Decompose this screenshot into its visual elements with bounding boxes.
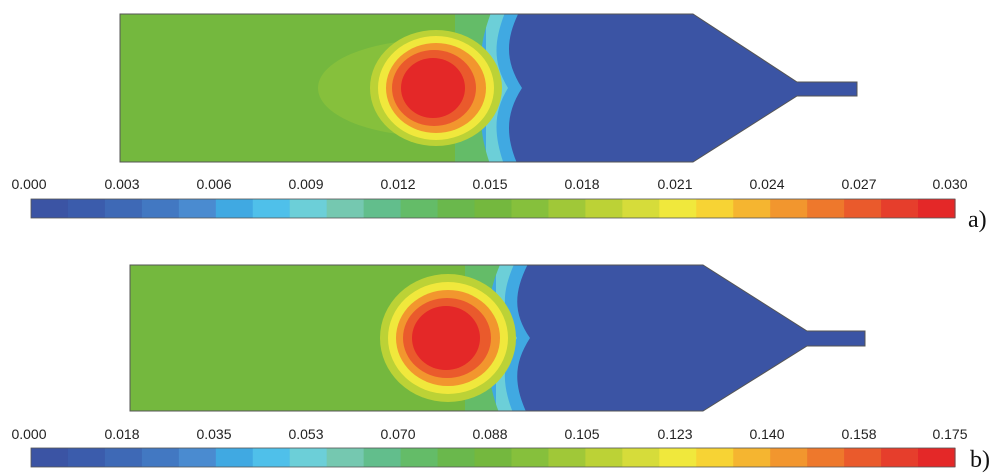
colorbar-swatch (770, 199, 808, 218)
colorbar-tick: 0.035 (196, 426, 231, 442)
contour-band (401, 58, 465, 118)
colorbar-ticks-a: 0.000 0.003 0.006 0.009 0.012 0.015 0.01… (11, 176, 967, 192)
colorbar-tick: 0.088 (472, 426, 507, 442)
colorbar-swatch (548, 448, 586, 467)
colorbar-tick: 0.123 (657, 426, 692, 442)
colorbar-swatch (363, 199, 402, 218)
colorbar-tick: 0.018 (104, 426, 139, 442)
colorbar-tick: 0.053 (288, 426, 323, 442)
colorbar-swatch (585, 199, 623, 218)
colorbar-swatch (733, 448, 771, 467)
colorbar-swatch (585, 448, 623, 467)
colorbar-swatch (31, 199, 69, 218)
colorbar-swatch (289, 448, 328, 467)
colorbar-tick: 0.021 (657, 176, 692, 192)
panel-b: 0.000 0.018 0.035 0.053 0.070 0.088 0.10… (11, 264, 990, 473)
colorbar-tick: 0.006 (196, 176, 231, 192)
colorbar-swatch (807, 448, 845, 467)
panel-label-a: a) (968, 207, 987, 233)
colorbar-swatch (141, 448, 180, 467)
colorbar-ticks-b: 0.000 0.018 0.035 0.053 0.070 0.088 0.10… (11, 426, 967, 442)
colorbar-swatch (289, 199, 328, 218)
domain-outline-b (129, 264, 866, 412)
colorbar-swatch (326, 448, 365, 467)
colorbar-tick: 0.018 (564, 176, 599, 192)
colorbar-tick: 0.015 (472, 176, 507, 192)
concentration-contour-a (120, 14, 857, 162)
colorbar-tick: 0.027 (841, 176, 876, 192)
colorbar-swatch (178, 448, 217, 467)
colorbar-swatch (696, 199, 734, 218)
colorbar-swatch (252, 448, 291, 467)
contour-band (510, 265, 865, 411)
colorbar-swatch (511, 199, 550, 218)
colorbar-swatch (326, 199, 365, 218)
colorbar-tick: 0.030 (932, 176, 967, 192)
colorbar-swatch (67, 448, 106, 467)
colorbar-tick: 0.070 (380, 426, 415, 442)
concentration-contour-b (130, 265, 865, 411)
colorbar-swatch (104, 448, 143, 467)
colorbar-swatch (659, 199, 697, 218)
colorbar-tick: 0.105 (564, 426, 599, 442)
colorbar-swatch (770, 448, 808, 467)
colorbar-tick: 0.000 (11, 176, 46, 192)
colorbar-border (30, 447, 956, 468)
colorbar-swatch (400, 199, 439, 218)
colorbar-swatch (363, 448, 402, 467)
panel-a: 0.000 0.003 0.006 0.009 0.012 0.015 0.01… (11, 13, 987, 233)
colorbar-tick: 0.000 (11, 426, 46, 442)
colorbar-swatch (918, 199, 956, 218)
colorbar-swatch (548, 199, 586, 218)
colorbar-swatch (474, 448, 513, 467)
colorbar-swatch (918, 448, 956, 467)
colorbar-a (30, 198, 956, 219)
colorbar-tick: 0.009 (288, 176, 323, 192)
colorbar-tick: 0.012 (380, 176, 415, 192)
colorbar-swatch (31, 448, 69, 467)
colorbar-swatch (178, 199, 217, 218)
colorbar-swatch (437, 448, 476, 467)
colorbar-swatch (844, 448, 882, 467)
colorbar-border (30, 198, 956, 219)
colorbar-swatch (474, 199, 513, 218)
colorbar-tick: 0.024 (749, 176, 784, 192)
colorbar-swatch (696, 448, 734, 467)
colorbar-swatch (400, 448, 439, 467)
colorbar-swatch (215, 199, 254, 218)
colorbar-swatch (252, 199, 291, 218)
colorbar-swatch (844, 199, 882, 218)
colorbar-b (30, 447, 956, 468)
colorbar-swatch (622, 199, 660, 218)
panel-label-b: b) (970, 447, 990, 473)
colorbar-swatch (511, 448, 550, 467)
colorbar-tick: 0.158 (841, 426, 876, 442)
colorbar-tick: 0.175 (932, 426, 967, 442)
colorbar-swatch (67, 199, 106, 218)
colorbar-tick: 0.140 (749, 426, 784, 442)
colorbar-swatch (881, 448, 919, 467)
colorbar-swatch (622, 448, 660, 467)
colorbar-swatch (104, 199, 143, 218)
colorbar-swatch (733, 199, 771, 218)
colorbar-tick: 0.003 (104, 176, 139, 192)
contour-band (500, 14, 857, 162)
colorbar-swatch (437, 199, 476, 218)
colorbar-swatch (215, 448, 254, 467)
colorbar-swatch (141, 199, 180, 218)
colorbar-swatch (807, 199, 845, 218)
domain-outline-a (119, 13, 858, 163)
contour-band (412, 306, 480, 370)
colorbar-swatch (881, 199, 919, 218)
colorbar-swatch (659, 448, 697, 467)
